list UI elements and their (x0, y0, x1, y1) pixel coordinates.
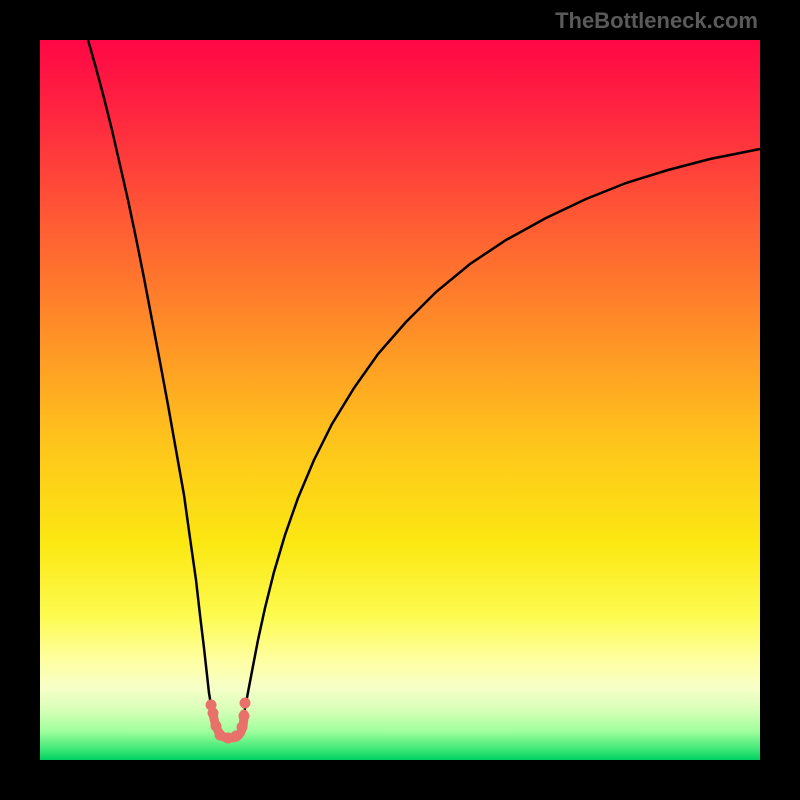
valley-marker-dot (237, 722, 248, 733)
valley-marker-dot (231, 731, 242, 742)
chart-svg (0, 0, 800, 800)
valley-marker-dot (239, 711, 250, 722)
chart-container: TheBottleneck.com (0, 0, 800, 800)
valley-marker-dot (240, 698, 251, 709)
valley-marker-dot (208, 708, 219, 719)
watermark-text: TheBottleneck.com (555, 8, 758, 34)
gradient-background (40, 40, 760, 760)
